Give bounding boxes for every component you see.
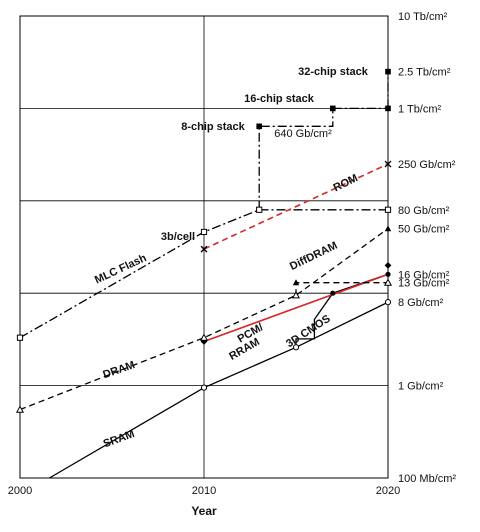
series-label-32-chip-stack: 32-chip stack: [298, 66, 369, 78]
y-tick-label: 250 Gb/cm²: [398, 159, 456, 171]
y-tick-label: 13 Gb/cm²: [398, 278, 450, 290]
data-point: [384, 206, 392, 213]
annotation-640-gb: 640 Gb/cm²: [274, 128, 332, 140]
series-label-3d-cmos: 3D CMOS: [284, 313, 333, 350]
data-point: [385, 271, 391, 277]
y-tick-label: 2.5 Tb/cm²: [398, 67, 451, 79]
data-point: [200, 228, 208, 236]
data-point: [385, 68, 391, 75]
series-line-rom: [203, 163, 389, 250]
data-point: [256, 123, 262, 130]
data-point: [200, 245, 208, 253]
series-label-rom: ROM: [332, 172, 360, 194]
data-point: [384, 261, 392, 269]
y-tick-label: 10 Tb/cm²: [398, 11, 448, 23]
data-point: [384, 160, 392, 168]
series-line-mlc-flash: [19, 209, 388, 339]
y-tick-label: 16 Gb/cm²: [398, 269, 450, 281]
annotation-3b-cell: 3b/cell: [161, 231, 195, 243]
x-tick-labels: 2000 2010 2020: [8, 485, 400, 497]
data-point: [330, 105, 336, 112]
series-label-16-chip-stack: 16-chip stack: [244, 93, 315, 105]
series-line-sram: [49, 301, 389, 479]
series-label-sram: SRAM: [102, 428, 137, 450]
data-point: [200, 384, 208, 391]
y-tick-label: 8 Gb/cm²: [398, 297, 444, 309]
x-tick-label: 2000: [8, 485, 32, 497]
series-line-dram: [19, 228, 389, 411]
data-point: [292, 279, 300, 286]
data-point: [384, 225, 392, 232]
data-point: [384, 299, 392, 306]
data-point: [199, 333, 209, 341]
y-tick-label: 1 Tb/cm²: [398, 103, 442, 115]
data-point: [383, 278, 393, 286]
series-line-3d-cmos: [295, 273, 389, 348]
data-point: [385, 105, 391, 112]
series-label-8-chip-stack: 8-chip stack: [181, 121, 245, 133]
markers-layer: [15, 68, 393, 413]
data-point: [15, 405, 25, 413]
series-line-pcm-rram: [203, 273, 389, 343]
series-line-8-chip-stack: [258, 108, 334, 210]
data-point: [256, 206, 263, 213]
y-tick-label: 1 Gb/cm²: [398, 381, 444, 393]
series-label-diffdram: DiffDRAM: [288, 240, 339, 273]
x-tick-label: 2020: [376, 485, 400, 497]
y-tick-label: 100 Mb/cm²: [398, 473, 456, 485]
x-tick-label: 2010: [192, 485, 216, 497]
data-point: [16, 334, 24, 341]
data-point: [330, 290, 336, 296]
x-axis-label: Year: [191, 504, 217, 518]
y-tick-label: 80 Gb/cm²: [398, 205, 450, 217]
y-tick-label: 50 Gb/cm²: [398, 224, 450, 236]
data-point: [292, 344, 300, 351]
series-label-dram: DRAM: [101, 359, 136, 381]
data-point: [291, 291, 301, 299]
